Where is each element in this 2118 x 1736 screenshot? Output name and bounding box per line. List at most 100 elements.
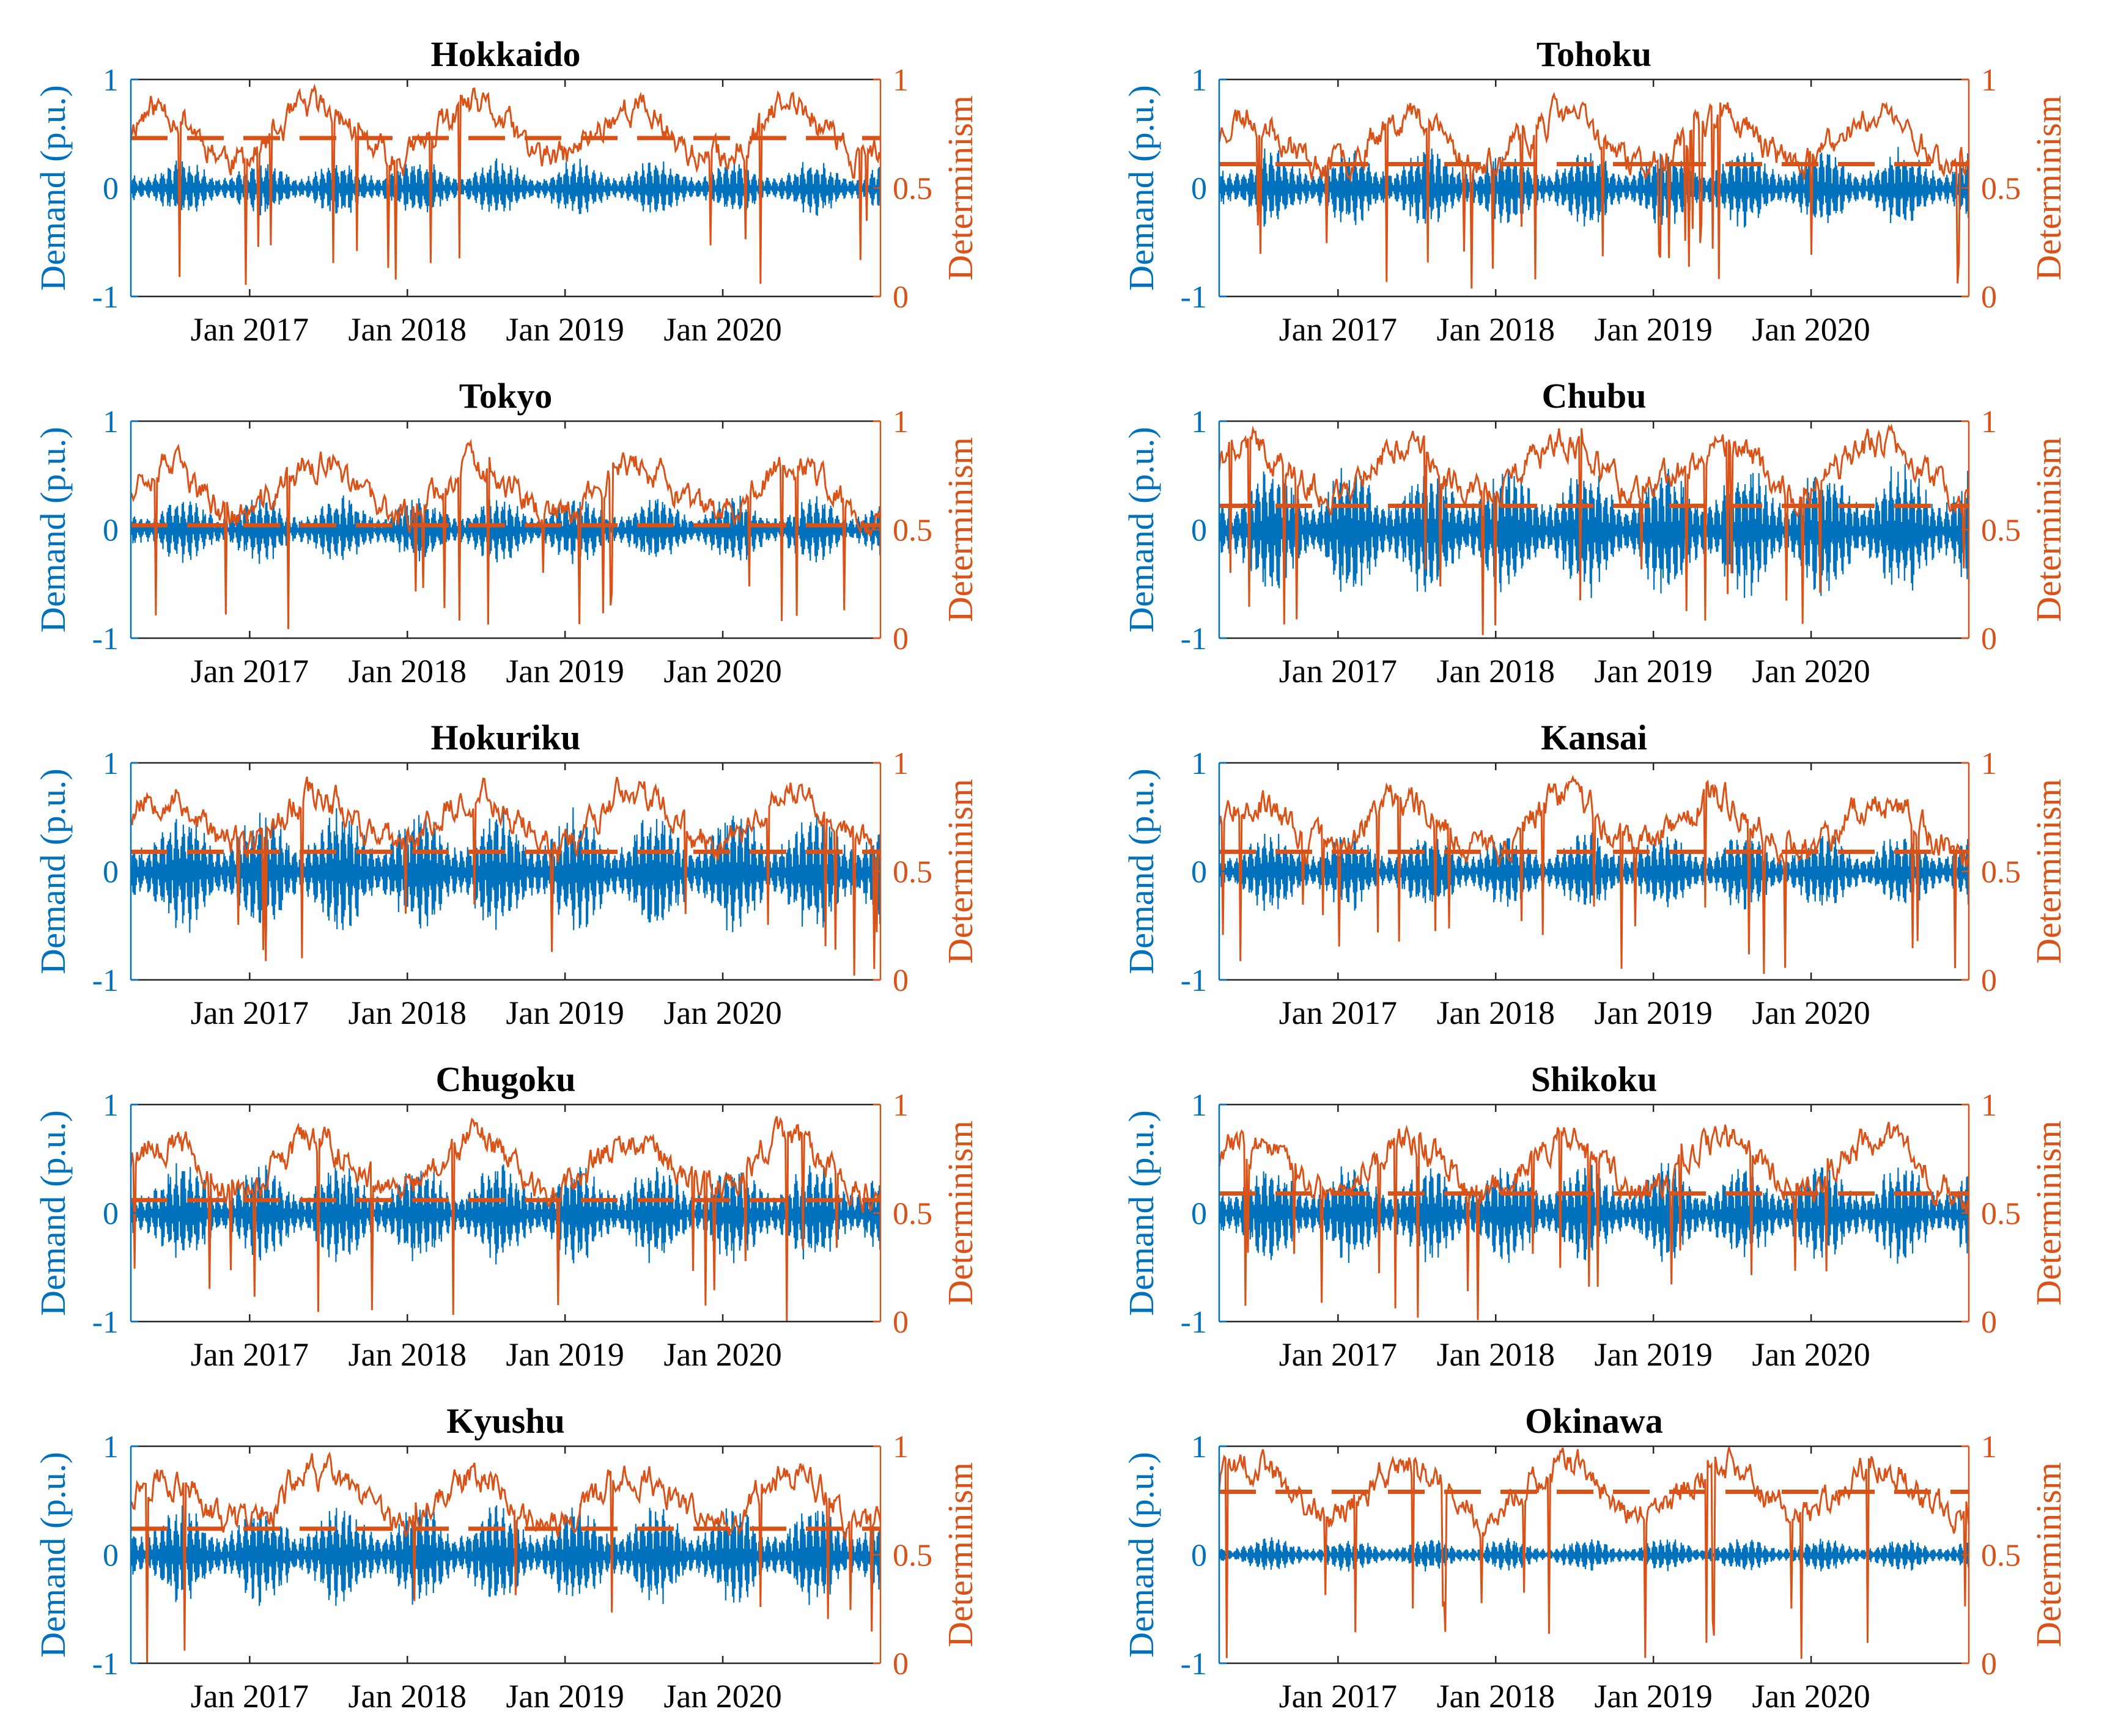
x-tick-label: Jan 2017	[1279, 311, 1397, 348]
right-axis-label: Determinism	[940, 95, 980, 281]
panel-hokkaido: Hokkaido -1 0 1 0 0.5 1 Jan 2017 Jan 2018 Jan 201…	[33, 34, 980, 348]
left-tick-label: -1	[92, 1647, 119, 1682]
x-tick-label: Jan 2019	[1594, 311, 1712, 348]
panel-shikoku: Shikoku -1 0 1 0 0.5 1 Jan 2017 Jan 2018 Jan 2019…	[1121, 1059, 2068, 1373]
left-tick-label: 0	[1191, 1539, 1207, 1573]
left-tick-label: 1	[1191, 746, 1207, 781]
panel-title: Shikoku	[1531, 1059, 1657, 1099]
left-tick-label: -1	[1181, 622, 1207, 657]
demand-line	[130, 1503, 882, 1606]
left-axis-label: Demand (p.u.)	[33, 768, 73, 974]
right-axis-label: Determinism	[2029, 95, 2068, 281]
x-tick-label: Jan 2019	[506, 311, 624, 348]
demand-line	[130, 495, 882, 564]
x-tick-label: Jan 2020	[1752, 653, 1870, 690]
determinism-line	[1218, 774, 1970, 974]
left-tick-label: -1	[1181, 1647, 1207, 1682]
right-tick-label: 0	[893, 963, 909, 998]
right-tick-label: 0.5	[893, 1539, 932, 1573]
left-axis-label: Demand (p.u.)	[33, 85, 73, 291]
panel-title: Okinawa	[1525, 1401, 1663, 1441]
determinism-line	[1218, 1122, 1970, 1320]
x-tick-label: Jan 2018	[1437, 653, 1555, 690]
right-tick-label: 0	[1981, 280, 1997, 315]
x-tick-label: Jan 2018	[1437, 995, 1555, 1031]
x-tick-label: Jan 2019	[1594, 1336, 1712, 1373]
right-tick-label: 0.5	[893, 855, 932, 890]
x-tick-label: Jan 2017	[1279, 653, 1397, 690]
panel-kansai: Kansai -1 0 1 0 0.5 1 Jan 2017 Jan 2018 Jan 2019 J…	[1121, 718, 2068, 1031]
left-tick-label: 0	[103, 1197, 119, 1232]
right-tick-label: 0	[1981, 1305, 1997, 1340]
left-tick-label: -1	[1181, 280, 1207, 315]
panel-okinawa: Okinawa -1 0 1 0 0.5 1 Jan 2017 Jan 2018 Jan 2019…	[1121, 1401, 2068, 1715]
panel-title: Tohoku	[1537, 34, 1651, 74]
left-tick-label: 0	[1191, 172, 1207, 207]
x-tick-label: Jan 2018	[348, 1336, 466, 1373]
x-tick-label: Jan 2017	[1279, 1336, 1397, 1373]
left-tick-label: 1	[103, 405, 119, 440]
demand-line	[1218, 1537, 1970, 1572]
x-tick-label: Jan 2020	[663, 653, 781, 690]
right-tick-label: 0	[893, 1647, 909, 1682]
x-tick-label: Jan 2018	[348, 995, 466, 1031]
right-tick-label: 1	[1981, 405, 1997, 440]
x-tick-label: Jan 2018	[348, 653, 466, 690]
left-tick-label: 0	[103, 1539, 119, 1573]
right-tick-label: 1	[893, 1088, 909, 1123]
left-tick-label: 0	[103, 513, 119, 548]
right-axis-label: Determinism	[2029, 437, 2068, 622]
left-axis-label: Demand (p.u.)	[1121, 1452, 1161, 1658]
right-tick-label: 0.5	[1981, 172, 2021, 207]
left-axis-label: Demand (p.u.)	[33, 1452, 73, 1658]
right-tick-label: 0.5	[893, 1197, 932, 1232]
right-tick-label: 0	[1981, 1647, 1997, 1682]
determinism-line	[130, 1451, 882, 1663]
right-tick-label: 0.5	[1981, 513, 2021, 548]
x-tick-label: Jan 2017	[191, 311, 309, 348]
x-tick-label: Jan 2020	[1752, 1336, 1870, 1373]
determinism-line	[1218, 92, 1970, 289]
panel-title: Chugoku	[436, 1059, 576, 1099]
panel-title: Chubu	[1542, 376, 1647, 416]
right-tick-label: 0	[893, 622, 909, 657]
x-tick-label: Jan 2017	[1279, 1678, 1397, 1715]
left-tick-label: 1	[1191, 405, 1207, 440]
right-axis-label: Determinism	[940, 1120, 980, 1306]
right-tick-label: 0.5	[893, 513, 932, 548]
panel-chugoku: Chugoku -1 0 1 0 0.5 1 Jan 2017 Jan 2018 Jan 2019…	[33, 1059, 980, 1373]
x-tick-label: Jan 2020	[663, 1678, 781, 1715]
x-tick-label: Jan 2018	[348, 311, 466, 348]
left-axis-label: Demand (p.u.)	[1121, 1110, 1161, 1316]
demand-line	[130, 807, 882, 934]
right-axis-label: Determinism	[2029, 1462, 2068, 1647]
right-axis-label: Determinism	[2029, 779, 2068, 964]
x-tick-label: Jan 2020	[1752, 1678, 1870, 1715]
left-axis-label: Demand (p.u.)	[1121, 768, 1161, 974]
right-tick-label: 1	[893, 746, 909, 781]
right-tick-label: 0	[1981, 963, 1997, 998]
x-tick-label: Jan 2019	[1594, 995, 1712, 1031]
demand-line	[1218, 1163, 1970, 1264]
right-tick-label: 0.5	[1981, 1197, 2021, 1232]
right-tick-label: 0.5	[893, 172, 932, 207]
left-axis-label: Demand (p.u.)	[33, 1110, 73, 1316]
x-tick-label: Jan 2020	[1752, 995, 1870, 1031]
determinism-line	[130, 83, 882, 285]
x-tick-label: Jan 2018	[348, 1678, 466, 1715]
x-tick-label: Jan 2017	[191, 1678, 309, 1715]
left-tick-label: -1	[1181, 963, 1207, 998]
left-tick-label: 0	[103, 172, 119, 207]
panel-title: Kyushu	[446, 1401, 564, 1441]
left-tick-label: 0	[1191, 513, 1207, 548]
right-tick-label: 1	[893, 405, 909, 440]
x-tick-label: Jan 2018	[1437, 1336, 1555, 1373]
right-tick-label: 0.5	[1981, 855, 2021, 890]
panel-title: Kansai	[1541, 718, 1647, 757]
x-tick-label: Jan 2018	[1437, 1678, 1555, 1715]
x-tick-label: Jan 2020	[663, 995, 781, 1031]
x-tick-label: Jan 2017	[191, 995, 309, 1031]
left-tick-label: 1	[103, 1430, 119, 1465]
determinism-line	[1218, 424, 1970, 635]
x-tick-label: Jan 2020	[1752, 311, 1870, 348]
